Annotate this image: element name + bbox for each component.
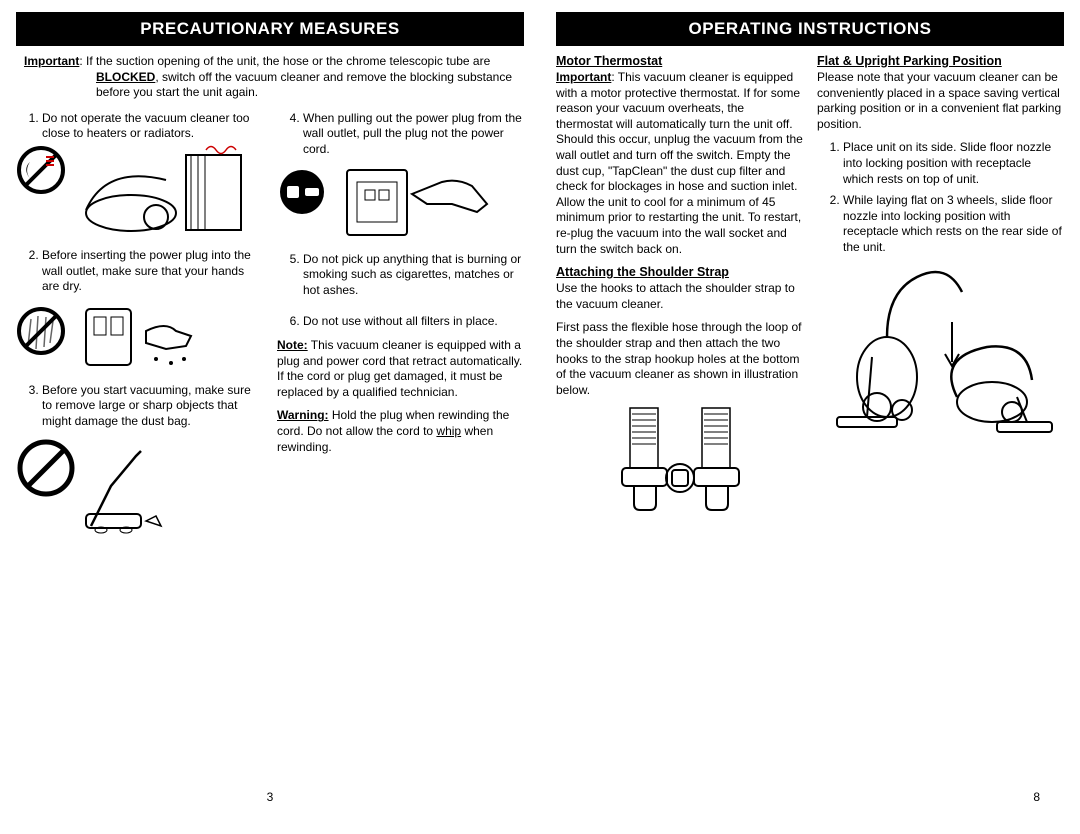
note-paragraph: Note: This vacuum cleaner is equipped wi… (277, 338, 524, 400)
document-spread: PRECAUTIONARY MEASURES Important: If the… (0, 0, 1080, 834)
note-label: Note: (277, 338, 308, 352)
page-left: PRECAUTIONARY MEASURES Important: If the… (0, 0, 540, 834)
illustration-sharp-objects (16, 436, 263, 536)
page-number-right: 8 (1033, 790, 1040, 804)
precaution-list-e: Do not pick up anything that is burning … (277, 252, 524, 299)
precaution-item-5: Do not pick up anything that is burning … (303, 252, 524, 299)
illustration-pull-plug (277, 164, 524, 242)
important-text-a: : If the suction opening of the unit, th… (79, 54, 490, 68)
motor-text: : This vacuum cleaner is equipped with a… (556, 70, 803, 256)
parking-list: Place unit on its side. Slide floor nozz… (817, 140, 1064, 255)
precaution-list-d: When pulling out the power plug from the… (277, 111, 524, 158)
parking-title: Flat & Upright Parking Position (817, 54, 1064, 68)
precaution-list-b: Before inserting the power plug into the… (16, 248, 263, 295)
note-text: This vacuum cleaner is equipped with a p… (277, 338, 522, 399)
precaution-list-f: Do not use without all filters in place. (277, 314, 524, 330)
column-right: When pulling out the power plug from the… (277, 111, 524, 546)
parking-item-2: While laying flat on 3 wheels, slide flo… (843, 193, 1064, 255)
illustration-strap (556, 406, 803, 516)
important-text-b: , switch off the vacuum cleaner and remo… (96, 70, 512, 100)
parking-intro: Please note that your vacuum cleaner can… (817, 70, 1064, 132)
blocked-word: BLOCKED (96, 70, 155, 84)
important-intro: Important: If the suction opening of the… (24, 54, 516, 101)
strap-p2: First pass the flexible hose through the… (556, 320, 803, 398)
illustration-dry-hands (16, 301, 263, 373)
precaution-item-1: Do not operate the vacuum cleaner too cl… (42, 111, 263, 142)
motor-thermostat-body: Important: This vacuum cleaner is equipp… (556, 70, 803, 257)
two-column-body: Do not operate the vacuum cleaner too cl… (16, 111, 524, 546)
whip-word: whip (436, 424, 461, 438)
important-label: Important (24, 54, 79, 68)
motor-important-label: Important (556, 70, 611, 84)
right-column-left: Motor Thermostat Important: This vacuum … (556, 54, 803, 526)
page-number-left: 3 (267, 790, 274, 804)
right-column-right: Flat & Upright Parking Position Please n… (817, 54, 1064, 526)
precaution-item-3: Before you start vacuuming, make sure to… (42, 383, 263, 430)
illustration-parking (817, 262, 1064, 442)
warning-paragraph: Warning: Hold the plug when rewinding th… (277, 408, 524, 455)
precaution-list-c: Before you start vacuuming, make sure to… (16, 383, 263, 430)
motor-thermostat-title: Motor Thermostat (556, 54, 803, 68)
strap-p1: Use the hooks to attach the shoulder str… (556, 281, 803, 312)
parking-item-1: Place unit on its side. Slide floor nozz… (843, 140, 1064, 187)
precaution-item-2: Before inserting the power plug into the… (42, 248, 263, 295)
header-operating: OPERATING INSTRUCTIONS (556, 12, 1064, 46)
illustration-heater (16, 148, 263, 238)
precaution-item-6: Do not use without all filters in place. (303, 314, 524, 330)
strap-title: Attaching the Shoulder Strap (556, 265, 803, 279)
column-left: Do not operate the vacuum cleaner too cl… (16, 111, 263, 546)
page-right: OPERATING INSTRUCTIONS Motor Thermostat … (540, 0, 1080, 834)
precaution-list-a: Do not operate the vacuum cleaner too cl… (16, 111, 263, 142)
two-column-body-right: Motor Thermostat Important: This vacuum … (556, 54, 1064, 526)
warning-label: Warning: (277, 408, 329, 422)
precaution-item-4: When pulling out the power plug from the… (303, 111, 524, 158)
header-precautionary: PRECAUTIONARY MEASURES (16, 12, 524, 46)
